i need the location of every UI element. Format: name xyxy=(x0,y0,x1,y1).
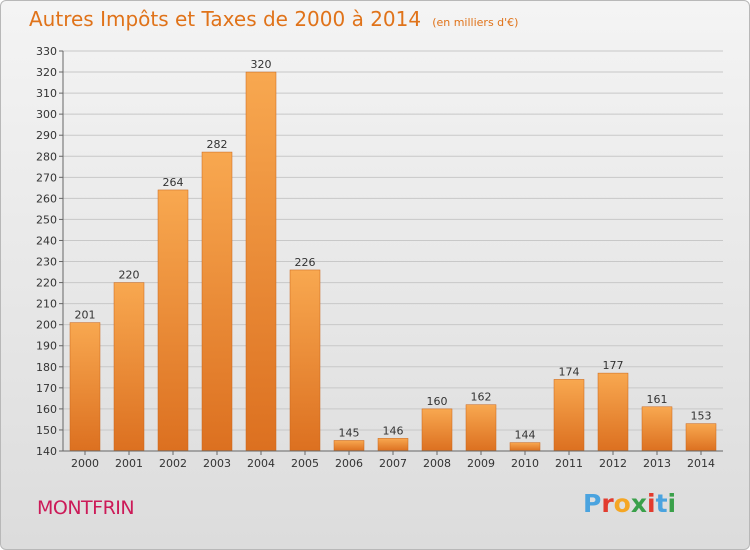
x-tick-label: 2006 xyxy=(335,457,363,470)
bar-value-label: 320 xyxy=(251,58,272,71)
y-tick-label: 250 xyxy=(36,213,57,226)
bar-value-label: 144 xyxy=(515,429,536,442)
bar xyxy=(333,440,365,452)
bar xyxy=(641,406,673,452)
bar-value-label: 145 xyxy=(339,426,360,439)
bar xyxy=(377,438,409,452)
x-tick-label: 2002 xyxy=(159,457,187,470)
x-tick-label: 2009 xyxy=(467,457,495,470)
x-tick-label: 2007 xyxy=(379,457,407,470)
y-tick-label: 280 xyxy=(36,150,57,163)
y-tick-label: 320 xyxy=(36,66,57,79)
logo-letter: i xyxy=(667,489,677,518)
x-tick-label: 2010 xyxy=(511,457,539,470)
x-tick-label: 2001 xyxy=(115,457,143,470)
x-tick-label: 2000 xyxy=(71,457,99,470)
bar-value-label: 160 xyxy=(427,395,448,408)
x-tick-label: 2008 xyxy=(423,457,451,470)
y-tick-label: 310 xyxy=(36,87,57,100)
proxiti-logo: Proxiti xyxy=(583,489,676,518)
bars-layer: 201 220 264 282 320 226 145 146 160 162 144 174 177 1… xyxy=(69,58,717,452)
x-tick-label: 2003 xyxy=(203,457,231,470)
y-tick-label: 290 xyxy=(36,129,57,142)
bar-value-label: 146 xyxy=(383,424,404,437)
y-tick-label: 260 xyxy=(36,192,57,205)
x-tick-label: 2014 xyxy=(687,457,715,470)
y-tick-label: 200 xyxy=(36,319,57,332)
chart-unit: (en milliers d'€) xyxy=(432,16,519,29)
bar-value-label: 226 xyxy=(295,256,316,269)
y-tick-label: 300 xyxy=(36,108,57,121)
logo-letter: o xyxy=(613,489,631,518)
bar xyxy=(69,322,101,452)
y-tick-label: 270 xyxy=(36,171,57,184)
bar xyxy=(553,379,585,452)
y-tick-label: 180 xyxy=(36,361,57,374)
y-tick-label: 160 xyxy=(36,403,57,416)
bar xyxy=(597,372,629,452)
bar-value-label: 220 xyxy=(119,269,140,282)
y-tick-label: 170 xyxy=(36,382,57,395)
logo-letter: t xyxy=(655,489,668,518)
logo-letter: P xyxy=(583,489,602,518)
y-tick-label: 230 xyxy=(36,256,57,269)
bar-value-label: 264 xyxy=(163,176,184,189)
logo-letter: i xyxy=(647,489,656,518)
y-tick-label: 330 xyxy=(36,45,57,58)
bar-value-label: 282 xyxy=(207,138,228,151)
bar-value-label: 177 xyxy=(603,359,624,372)
bar-value-label: 161 xyxy=(647,393,668,406)
x-tick-label: 2005 xyxy=(291,457,319,470)
bar xyxy=(201,151,233,452)
bar-value-label: 153 xyxy=(691,410,712,423)
x-tick-label: 2011 xyxy=(555,457,583,470)
bar xyxy=(465,404,497,452)
axis-layer: 140 150 160 170 180 190 200 210 220 230 240 250 260 2… xyxy=(36,45,723,470)
y-tick-label: 210 xyxy=(36,298,57,311)
chart-title-wrap: Autres Impôts et Taxes de 2000 à 2014 (e… xyxy=(29,7,518,31)
y-tick-label: 220 xyxy=(36,277,57,290)
bar-value-label: 162 xyxy=(471,391,492,404)
logo-letter: x xyxy=(630,489,647,518)
bar xyxy=(113,282,145,452)
bar xyxy=(245,71,277,452)
bar xyxy=(685,423,717,452)
bar-value-label: 174 xyxy=(559,365,580,378)
chart-title: Autres Impôts et Taxes de 2000 à 2014 xyxy=(29,7,422,31)
y-tick-label: 190 xyxy=(36,340,57,353)
logo-letter: r xyxy=(601,489,614,518)
city-name: MONTFRIN xyxy=(37,497,135,519)
x-tick-label: 2012 xyxy=(599,457,627,470)
bar-value-label: 201 xyxy=(75,309,96,322)
x-tick-label: 2013 xyxy=(643,457,671,470)
bar xyxy=(509,442,541,452)
y-tick-label: 150 xyxy=(36,424,57,437)
bar xyxy=(157,189,189,452)
bar xyxy=(421,408,453,452)
y-tick-label: 140 xyxy=(36,445,57,458)
bar xyxy=(289,269,321,452)
y-tick-label: 240 xyxy=(36,234,57,247)
x-tick-label: 2004 xyxy=(247,457,275,470)
